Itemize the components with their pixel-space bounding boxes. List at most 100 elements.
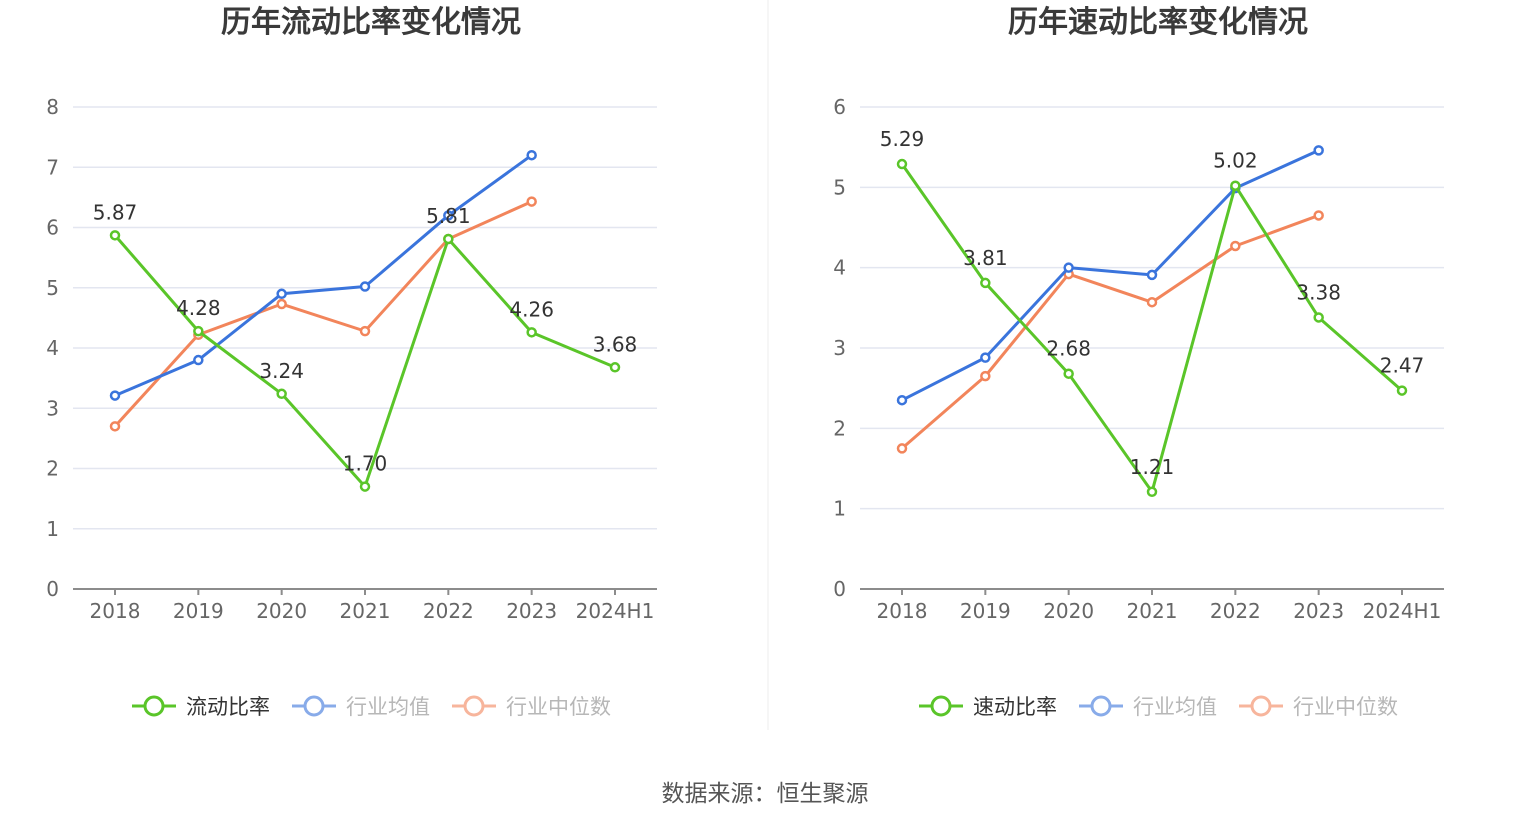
- data-point-company: [896, 158, 908, 170]
- legend-label: 速动比率: [973, 695, 1057, 719]
- y-tick-label: 0: [46, 577, 59, 601]
- legend-label: 行业中位数: [1293, 695, 1398, 719]
- series-line-company: [900, 163, 1403, 494]
- data-label: 4.28: [176, 296, 221, 320]
- y-tick-label: 7: [46, 155, 59, 179]
- x-tick-label: 2021: [340, 599, 391, 623]
- legend-label: 行业中位数: [506, 695, 611, 719]
- data-point-company: [1230, 180, 1241, 191]
- x-tick-label: 2023: [506, 599, 557, 623]
- data-point-average: [1063, 262, 1074, 273]
- data-label: 1.70: [343, 452, 388, 476]
- legend-label: 行业均值: [1133, 695, 1217, 719]
- data-point-company: [1063, 368, 1074, 379]
- data-point-median: [1230, 240, 1241, 252]
- x-tick-label: 2023: [1293, 599, 1344, 623]
- data-label: 5.29: [880, 127, 925, 151]
- data-label: 5.81: [426, 204, 471, 228]
- data-point-median: [1313, 210, 1324, 221]
- data-label: 3.68: [593, 332, 638, 356]
- data-source: 数据来源：恒生聚源: [662, 781, 869, 807]
- legend-marker: [303, 695, 325, 717]
- data-point-company: [1313, 312, 1324, 323]
- y-tick-label: 1: [46, 517, 59, 541]
- data-point-company: [980, 277, 991, 289]
- data-point-average: [1146, 269, 1158, 281]
- data-label: 3.38: [1296, 280, 1341, 304]
- data-label: 5.02: [1213, 149, 1258, 173]
- data-label: 2.47: [1380, 354, 1425, 378]
- series-line-median: [901, 214, 1320, 450]
- data-point-company: [609, 362, 621, 373]
- x-tick-label: 2021: [1127, 599, 1178, 623]
- data-point-median: [359, 325, 371, 337]
- data-point-company: [276, 388, 287, 400]
- data-point-median: [896, 443, 908, 454]
- data-point-company: [526, 327, 537, 338]
- data-point-average: [193, 354, 204, 366]
- data-label: 3.81: [963, 246, 1008, 270]
- chart-title: 历年流动比率变化情况: [221, 5, 521, 40]
- data-label: 2.68: [1046, 337, 1091, 361]
- data-label: 5.87: [93, 200, 138, 224]
- data-point-average: [359, 281, 371, 292]
- data-point-average: [1313, 145, 1324, 156]
- data-point-average: [896, 394, 908, 406]
- series-line-average: [901, 149, 1320, 402]
- y-tick-label: 1: [833, 497, 846, 521]
- data-point-average: [109, 390, 121, 401]
- data-point-company: [1146, 486, 1158, 498]
- data-point-median: [1146, 296, 1158, 308]
- x-tick-label: 2018: [90, 599, 141, 623]
- data-point-company: [109, 230, 121, 241]
- data-point-average: [443, 210, 454, 221]
- data-point-company: [359, 481, 371, 492]
- data-point-median: [526, 196, 537, 207]
- legend-label: 流动比率: [186, 695, 270, 719]
- x-tick-label: 2024H1: [1363, 599, 1442, 623]
- y-tick-label: 4: [833, 256, 846, 280]
- legend-item-average[interactable]: 行业均值: [292, 695, 430, 719]
- legend-item-company[interactable]: 速动比率: [919, 695, 1057, 719]
- data-point-company: [443, 233, 454, 245]
- quick-ratio-chart: 历年速动比率变化情况 0 1 2 3 4 5 6 2018 2019 2020 2021 2022 202…: [833, 5, 1444, 719]
- legend-item-company[interactable]: 流动比率: [132, 695, 270, 719]
- x-tick-label: 2020: [256, 599, 307, 623]
- y-tick-label: 2: [833, 416, 846, 440]
- x-tick-label: 2022: [423, 599, 474, 623]
- y-tick-label: 3: [833, 336, 846, 360]
- legend-marker: [1250, 695, 1272, 717]
- y-tick-label: 2: [46, 457, 59, 481]
- legend-item-median[interactable]: 行业中位数: [1239, 695, 1398, 719]
- x-tick-label: 2019: [960, 599, 1011, 623]
- data-point-company: [1396, 385, 1408, 396]
- data-point-company: [193, 325, 204, 337]
- legend-marker: [143, 695, 165, 717]
- x-tick-label: 2022: [1210, 599, 1261, 623]
- legend-label: 行业均值: [346, 695, 430, 719]
- x-tick-label: 2024H1: [576, 599, 655, 623]
- legend-item-median[interactable]: 行业中位数: [452, 695, 611, 719]
- y-tick-label: 5: [833, 175, 846, 199]
- series-line-average: [114, 153, 533, 397]
- chart-title: 历年速动比率变化情况: [1008, 5, 1308, 40]
- data-label: 1.21: [1130, 455, 1175, 479]
- x-tick-label: 2019: [173, 599, 224, 623]
- data-point-median: [980, 370, 991, 382]
- y-tick-label: 4: [46, 336, 59, 360]
- data-label: 3.24: [259, 359, 304, 383]
- x-tick-label: 2020: [1043, 599, 1094, 623]
- legend-marker: [1090, 695, 1112, 717]
- y-tick-label: 0: [833, 577, 846, 601]
- y-tick-label: 3: [46, 396, 59, 420]
- y-tick-label: 6: [46, 216, 59, 240]
- data-label: 4.26: [509, 297, 554, 321]
- data-point-median: [276, 298, 287, 310]
- y-tick-label: 6: [833, 95, 846, 119]
- series-line-company: [113, 234, 616, 489]
- legend-item-average[interactable]: 行业均值: [1079, 695, 1217, 719]
- legend-marker: [463, 695, 485, 717]
- y-tick-label: 5: [46, 276, 59, 300]
- data-point-average: [526, 149, 537, 161]
